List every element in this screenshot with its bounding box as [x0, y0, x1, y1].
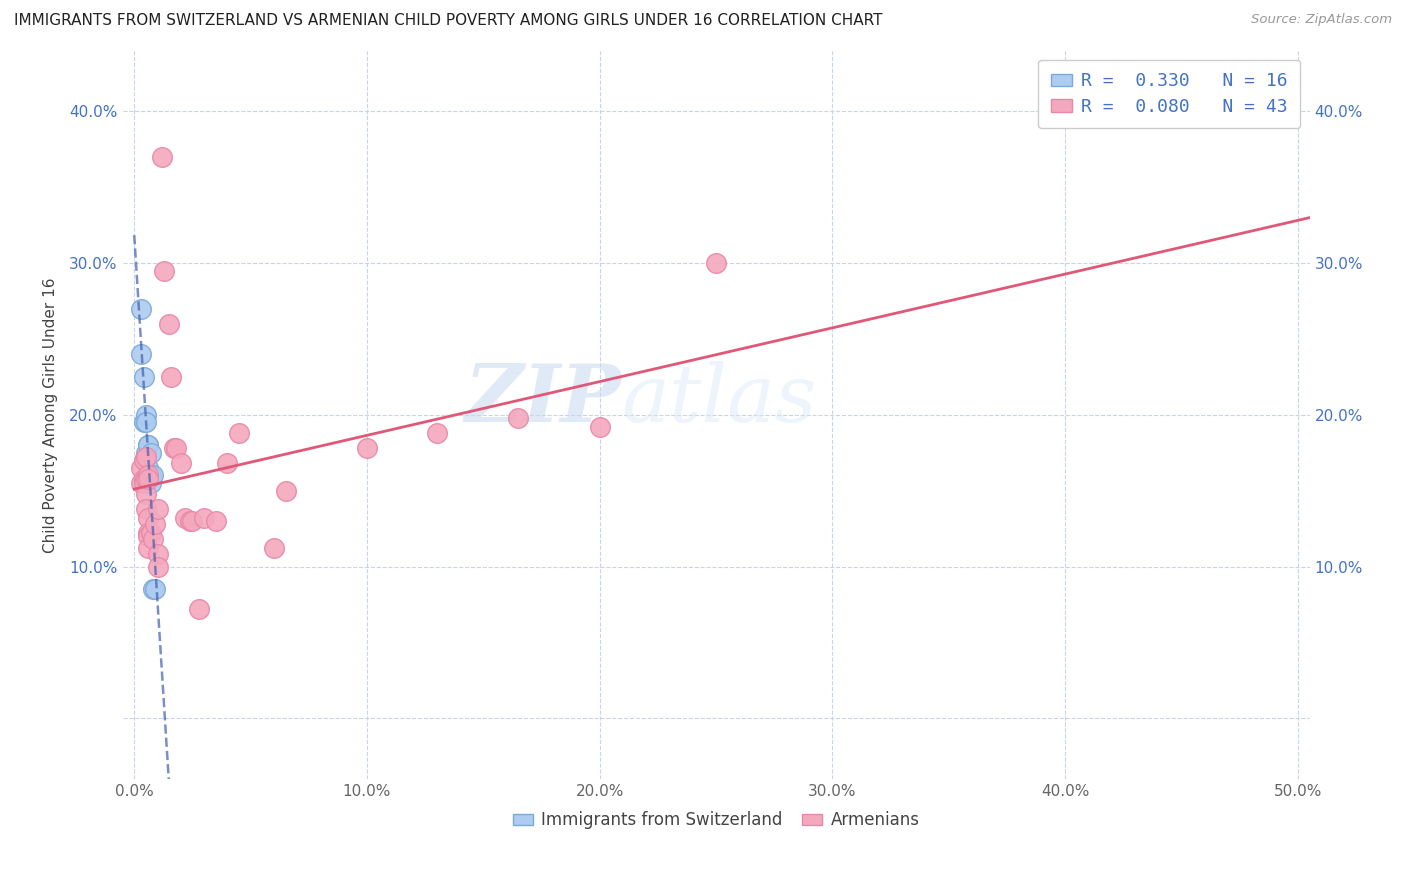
Point — [704, 256, 727, 270]
Point — [136, 529, 159, 543]
Point — [135, 486, 157, 500]
Point — [135, 501, 157, 516]
Point — [274, 483, 297, 498]
Text: atlas: atlas — [621, 361, 817, 439]
Point — [228, 425, 250, 440]
Point — [188, 602, 211, 616]
Point — [263, 541, 285, 556]
Point — [129, 476, 152, 491]
Point — [143, 582, 166, 597]
Point — [139, 446, 162, 460]
Point — [142, 582, 165, 597]
Point — [139, 468, 162, 483]
Point — [129, 461, 152, 475]
Point — [157, 317, 180, 331]
Point — [129, 347, 152, 361]
Legend: Immigrants from Switzerland, Armenians: Immigrants from Switzerland, Armenians — [506, 805, 927, 836]
Point — [426, 425, 449, 440]
Point — [132, 476, 155, 491]
Point — [136, 511, 159, 525]
Y-axis label: Child Poverty Among Girls Under 16: Child Poverty Among Girls Under 16 — [44, 277, 58, 552]
Point — [179, 514, 201, 528]
Point — [163, 441, 186, 455]
Point — [143, 516, 166, 531]
Point — [508, 410, 530, 425]
Point — [589, 420, 612, 434]
Point — [142, 532, 165, 546]
Point — [204, 514, 226, 528]
Point — [132, 416, 155, 430]
Point — [135, 450, 157, 465]
Point — [132, 369, 155, 384]
Point — [136, 471, 159, 485]
Point — [181, 514, 204, 528]
Point — [135, 446, 157, 460]
Point — [217, 456, 239, 470]
Point — [174, 511, 197, 525]
Point — [139, 476, 162, 491]
Point — [146, 559, 169, 574]
Point — [135, 471, 157, 485]
Point — [135, 416, 157, 430]
Point — [142, 468, 165, 483]
Text: ZIP: ZIP — [464, 361, 621, 439]
Point — [129, 301, 152, 316]
Point — [136, 541, 159, 556]
Point — [136, 526, 159, 541]
Point — [193, 511, 215, 525]
Point — [132, 471, 155, 485]
Point — [135, 408, 157, 422]
Point — [136, 468, 159, 483]
Point — [160, 369, 183, 384]
Point — [136, 438, 159, 452]
Text: Source: ZipAtlas.com: Source: ZipAtlas.com — [1251, 13, 1392, 27]
Point — [170, 456, 193, 470]
Point — [139, 526, 162, 541]
Point — [136, 438, 159, 452]
Point — [153, 263, 176, 277]
Point — [146, 547, 169, 561]
Point — [165, 441, 187, 455]
Point — [132, 453, 155, 467]
Point — [356, 441, 378, 455]
Text: IMMIGRANTS FROM SWITZERLAND VS ARMENIAN CHILD POVERTY AMONG GIRLS UNDER 16 CORRE: IMMIGRANTS FROM SWITZERLAND VS ARMENIAN … — [14, 13, 883, 29]
Point — [150, 150, 173, 164]
Point — [136, 461, 159, 475]
Point — [146, 501, 169, 516]
